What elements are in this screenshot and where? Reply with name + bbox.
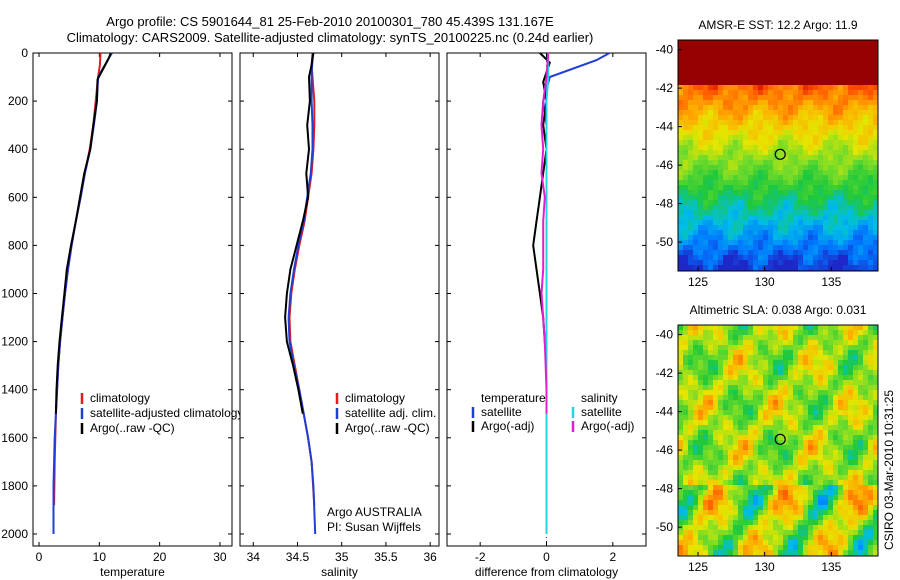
- x-tick-label: 125: [688, 560, 708, 574]
- series-line-argo-raw-qc-: [284, 52, 315, 414]
- series-line-satellite-adj-clim-: [287, 52, 317, 535]
- x-tick-label: 30: [213, 550, 227, 564]
- y-tick-label: -46: [656, 443, 674, 457]
- y-tick-label: -50: [656, 520, 674, 534]
- x-tick-label: 125: [688, 275, 708, 289]
- y-tick-label: -50: [656, 235, 674, 249]
- y-tick-label: -44: [656, 120, 674, 134]
- y-tick-label: 200: [8, 94, 28, 108]
- y-tick-label: 1000: [1, 286, 28, 300]
- figure-title-line-1: Argo profile: CS 5901644_81 25-Feb-2010 …: [106, 14, 554, 29]
- series-line-satellite: [545, 53, 550, 534]
- y-tick-label: 0: [21, 46, 28, 60]
- y-tick-label: 600: [8, 190, 28, 204]
- x-axis-label: temperature: [100, 565, 165, 579]
- y-tick-label: -40: [656, 328, 674, 342]
- legend-label: satellite: [481, 405, 522, 419]
- map-title: AMSR-E SST: 12.2 Argo: 11.9: [698, 18, 858, 32]
- x-axis-label: difference from climatology: [475, 565, 618, 579]
- y-tick-label: -46: [656, 158, 674, 172]
- sla-map-field: [678, 325, 879, 557]
- annotation-text: PI: Susan Wijffels: [327, 520, 421, 534]
- series-line-argo-adj-: [540, 52, 550, 414]
- map-frame: [677, 324, 879, 557]
- legend-label: temperature: [481, 391, 546, 405]
- x-tick-label: 0: [543, 550, 550, 564]
- x-tick-label: -2: [475, 550, 486, 564]
- legend-label: climatology: [90, 391, 150, 405]
- x-tick-label: 34.5: [286, 550, 310, 564]
- y-tick-label: 400: [8, 142, 28, 156]
- y-tick-label: 800: [8, 238, 28, 252]
- y-tick-label: -42: [656, 81, 674, 95]
- x-tick-label: 35.5: [374, 550, 398, 564]
- y-tick-label: 1800: [1, 479, 28, 493]
- x-tick-label: 36: [423, 550, 437, 564]
- argo-position-marker: [774, 433, 786, 445]
- x-tick-label: 135: [821, 275, 841, 289]
- legend-label: Argo(..raw -QC): [90, 421, 175, 435]
- legend-label: satellite-adjusted climatology: [90, 406, 243, 420]
- legend-label: Argo(..raw -QC): [345, 421, 430, 435]
- x-tick-label: 35: [335, 550, 349, 564]
- x-tick-label: 130: [755, 560, 775, 574]
- y-tick-label: 1400: [1, 383, 28, 397]
- sst-map-field: [678, 40, 879, 272]
- argo-position-marker: [774, 148, 786, 160]
- legend-label: Argo(-adj): [581, 419, 634, 433]
- x-tick-label: 20: [153, 550, 167, 564]
- map-title: Altimetric SLA: 0.038 Argo: 0.031: [690, 303, 867, 317]
- annotation-text: Argo AUSTRALIA: [327, 505, 422, 519]
- plot-area-1: [32, 52, 233, 547]
- x-tick-label: 2: [609, 550, 616, 564]
- y-tick-label: 2000: [1, 527, 28, 541]
- x-tick-label: 130: [755, 275, 775, 289]
- y-tick-label: 1600: [1, 431, 28, 445]
- plot-area-2: [239, 52, 440, 547]
- legend-label: satellite: [581, 405, 622, 419]
- figure-title-line-2: Climatology: CARS2009. Satellite-adjuste…: [66, 30, 594, 45]
- x-tick-label: 34: [247, 550, 261, 564]
- y-tick-label: 1200: [1, 335, 28, 349]
- legend-label: satellite adj. clim.: [345, 406, 436, 420]
- series-line-argo-raw-qc-: [54, 52, 112, 414]
- y-tick-label: -48: [656, 482, 674, 496]
- x-tick-label: 10: [93, 550, 107, 564]
- legend-label: climatology: [345, 391, 405, 405]
- x-tick-label: 0: [36, 550, 43, 564]
- legend-label: Argo(-adj): [481, 419, 534, 433]
- side-timestamp: CSIRO 03-Mar-2010 10:31:25: [882, 390, 896, 550]
- x-axis-label: salinity: [321, 565, 358, 579]
- y-tick-label: -48: [656, 197, 674, 211]
- y-tick-label: -44: [656, 405, 674, 419]
- legend-label: salinity: [581, 391, 618, 405]
- y-tick-label: -40: [656, 43, 674, 57]
- x-tick-label: 135: [821, 560, 841, 574]
- y-tick-label: -42: [656, 366, 674, 380]
- map-frame: [677, 39, 879, 272]
